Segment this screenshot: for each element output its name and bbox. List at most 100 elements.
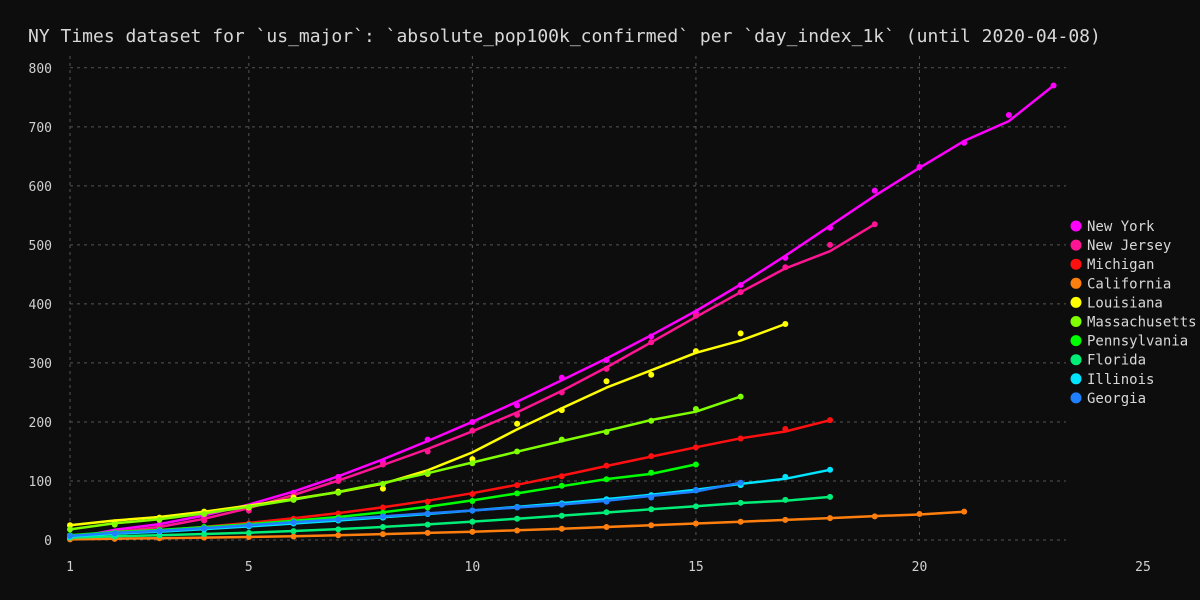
data-point <box>648 469 655 476</box>
data-point <box>469 490 476 497</box>
data-point <box>603 462 610 469</box>
data-point <box>290 496 297 503</box>
data-point <box>379 513 386 520</box>
data-point <box>692 444 699 451</box>
y-tick-label: 600 <box>29 180 52 195</box>
data-point <box>156 516 163 523</box>
data-point <box>871 187 878 194</box>
data-point <box>469 460 476 467</box>
data-point <box>245 534 252 541</box>
data-point <box>782 264 789 271</box>
legend-marker-icon <box>1070 277 1082 289</box>
data-point <box>424 498 431 505</box>
series-massachusetts <box>67 393 744 533</box>
data-point <box>514 420 521 427</box>
legend-label: Louisiana <box>1087 295 1163 311</box>
data-point <box>201 525 208 532</box>
data-point <box>648 453 655 460</box>
data-point <box>737 479 744 486</box>
legend-label: New York <box>1087 219 1155 235</box>
series-layer <box>67 82 1057 543</box>
y-tick-label: 200 <box>29 416 52 431</box>
data-point <box>827 417 834 424</box>
data-point <box>67 532 73 539</box>
data-point <box>558 525 565 532</box>
legend-marker-icon <box>1070 392 1082 404</box>
legend-marker-icon <box>1070 220 1082 232</box>
data-point <box>916 163 923 170</box>
data-point <box>648 522 655 529</box>
legend[interactable]: New York New Jersey Michigan California Loui… <box>1070 219 1197 407</box>
data-point <box>290 533 297 540</box>
series-line <box>69 481 741 538</box>
legend-item-new-jersey[interactable]: New Jersey <box>1070 238 1172 254</box>
data-point <box>514 504 521 511</box>
data-point <box>379 531 386 538</box>
data-point <box>379 461 386 468</box>
data-point <box>827 224 834 231</box>
legend-label: Illinois <box>1087 372 1154 388</box>
x-tick-label: 1 <box>66 560 74 575</box>
legend-item-pennsylvania[interactable]: Pennsylvania <box>1070 334 1189 350</box>
data-point <box>514 527 521 534</box>
legend-label: California <box>1087 276 1171 292</box>
data-point <box>290 519 297 526</box>
data-point <box>603 428 610 435</box>
data-point <box>961 508 968 515</box>
x-tick-label: 10 <box>465 560 481 575</box>
data-point <box>603 509 610 516</box>
legend-item-florida[interactable]: Florida <box>1070 353 1147 369</box>
legend-label: Georgia <box>1087 391 1146 407</box>
data-point <box>424 470 431 477</box>
data-point <box>514 448 521 455</box>
data-point <box>335 473 342 480</box>
data-point <box>201 517 208 524</box>
x-tick-label: 20 <box>912 560 928 575</box>
data-point <box>469 456 476 463</box>
legend-item-illinois[interactable]: Illinois <box>1070 372 1155 388</box>
data-point <box>827 493 834 500</box>
data-point <box>201 511 208 518</box>
data-point <box>737 393 744 400</box>
legend-item-louisiana[interactable]: Louisiana <box>1070 295 1163 311</box>
data-point <box>603 498 610 505</box>
series-louisiana <box>67 320 789 529</box>
y-tick-label: 0 <box>44 534 52 549</box>
data-point <box>827 466 834 473</box>
legend-item-michigan[interactable]: Michigan <box>1070 257 1155 273</box>
data-point <box>424 504 431 511</box>
legend-item-georgia[interactable]: Georgia <box>1070 391 1147 407</box>
data-point <box>558 512 565 519</box>
data-point <box>916 511 923 518</box>
data-point <box>692 348 699 355</box>
data-point <box>156 528 163 535</box>
data-point <box>692 503 699 510</box>
data-point <box>201 531 208 538</box>
data-point <box>648 339 655 346</box>
legend-item-california[interactable]: California <box>1070 276 1172 292</box>
data-point <box>692 486 699 493</box>
data-point <box>469 427 476 434</box>
y-tick-label: 300 <box>29 357 52 372</box>
legend-label: New Jersey <box>1087 238 1171 254</box>
data-point <box>737 330 744 337</box>
data-point <box>603 365 610 372</box>
data-point <box>469 518 476 525</box>
data-point <box>514 411 521 418</box>
data-point <box>737 435 744 442</box>
data-point <box>335 532 342 539</box>
legend-marker-icon <box>1070 296 1082 308</box>
data-point <box>603 476 610 483</box>
legend-item-massachusetts[interactable]: Massachusetts <box>1070 315 1197 331</box>
data-point <box>603 524 610 531</box>
y-tick-label: 800 <box>29 62 52 77</box>
legend-label: Pennsylvania <box>1087 334 1188 350</box>
data-point <box>111 530 118 537</box>
y-tick-label: 700 <box>29 121 52 136</box>
legend-item-new-york[interactable]: New York <box>1070 219 1156 235</box>
data-point <box>692 405 699 412</box>
legend-marker-icon <box>1070 258 1082 270</box>
